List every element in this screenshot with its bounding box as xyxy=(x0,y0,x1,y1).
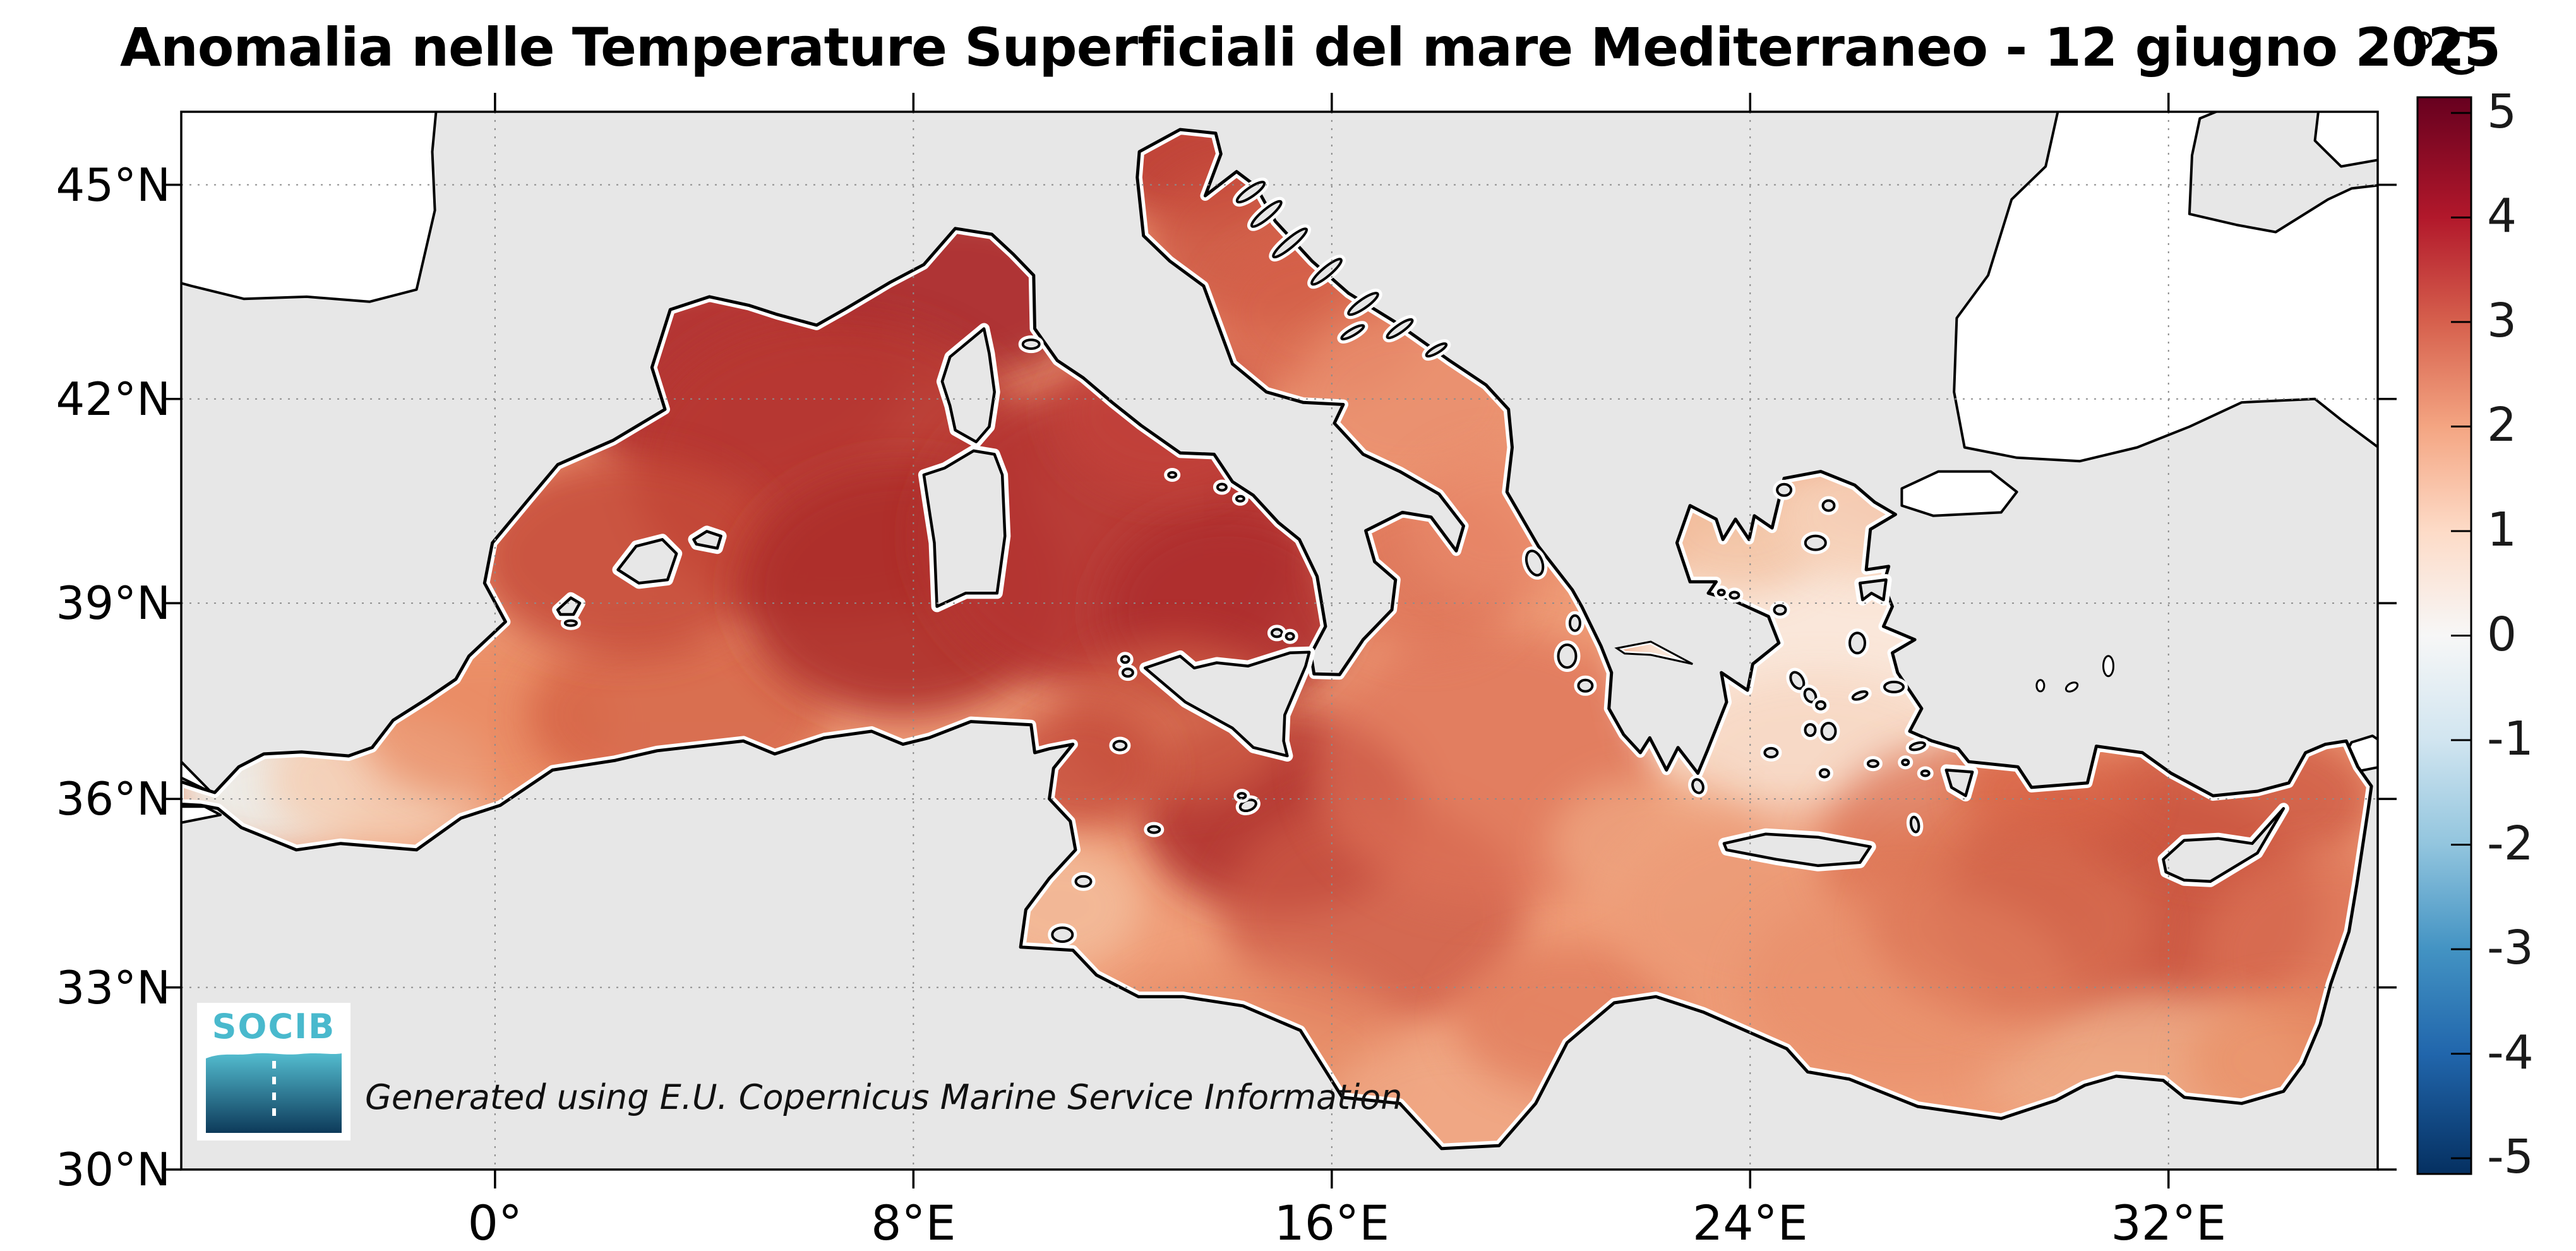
colorbar-tick-label: -3 xyxy=(2487,921,2534,976)
colorbar-unit-label: °C xyxy=(2409,21,2477,88)
x-tick-label: 32°E xyxy=(2111,1195,2227,1251)
socib-logo-text: SOCIB xyxy=(212,1007,336,1046)
y-tick-label: 36°N xyxy=(56,772,171,826)
x-tick-label: 8°E xyxy=(871,1195,956,1251)
colorbar-tick-label: -1 xyxy=(2487,712,2534,767)
colorbar-tick-label: 2 xyxy=(2487,398,2517,453)
colorbar-tick-label: -5 xyxy=(2487,1130,2534,1185)
colorbar-tick-label: 1 xyxy=(2487,502,2517,557)
colorbar-tick-label: 3 xyxy=(2487,293,2517,348)
y-tick-label: 42°N xyxy=(56,372,171,426)
y-tick-label: 45°N xyxy=(56,158,171,212)
colorbar-tick-label: 5 xyxy=(2487,84,2517,139)
colorbar-tick-label: -4 xyxy=(2487,1025,2534,1080)
colorbar-tick-label: 0 xyxy=(2487,607,2517,662)
y-tick-label: 30°N xyxy=(56,1143,171,1196)
colorbar-tick-label: 4 xyxy=(2487,189,2517,244)
x-tick-label: 16°E xyxy=(1274,1195,1390,1251)
socib-logo: SOCIB xyxy=(197,1003,350,1140)
socib-logo-water-icon xyxy=(206,1053,342,1133)
page-title: Anomalia nelle Temperature Superficiali … xyxy=(120,16,2501,78)
y-tick-label: 39°N xyxy=(56,577,171,630)
colorbar-tick-label: -2 xyxy=(2487,816,2534,871)
attribution-caption: Generated using E.U. Copernicus Marine S… xyxy=(365,1077,1403,1117)
x-tick-label: 24°E xyxy=(1692,1195,1808,1251)
x-tick-label: 0° xyxy=(467,1195,523,1251)
y-tick-label: 33°N xyxy=(56,961,171,1014)
